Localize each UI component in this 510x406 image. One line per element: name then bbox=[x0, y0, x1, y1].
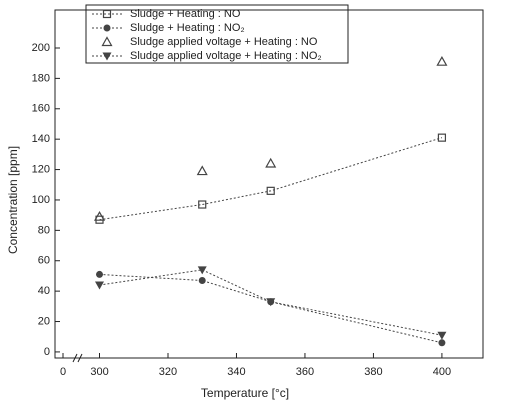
y-axis-label: Concentration [ppm] bbox=[6, 146, 20, 254]
marker bbox=[93, 210, 106, 221]
legend-label: Sludge applied voltage + Heating : NO bbox=[130, 36, 318, 48]
marker bbox=[96, 270, 104, 278]
legend-marker bbox=[101, 36, 113, 47]
marker bbox=[265, 157, 277, 168]
y-tick-label: 160 bbox=[32, 103, 50, 115]
x-axis-label: Temperature [°c] bbox=[201, 386, 289, 400]
y-tick-label: 40 bbox=[38, 285, 50, 297]
x-tick-label: 320 bbox=[159, 366, 177, 378]
y-tick-label: 140 bbox=[32, 133, 50, 145]
x-tick-label: 340 bbox=[227, 366, 245, 378]
marker bbox=[436, 55, 448, 66]
y-tick-label: 0 bbox=[44, 346, 50, 358]
y-tick-label: 60 bbox=[38, 255, 50, 267]
y-tick-label: 100 bbox=[32, 194, 50, 206]
series-line bbox=[99, 269, 443, 336]
legend-label: Sludge + Heating : NO bbox=[130, 8, 241, 20]
marker bbox=[196, 165, 208, 176]
axis-break bbox=[72, 353, 83, 363]
legend-box bbox=[85, 4, 349, 64]
legend-label: Sludge + Heating : NO₂ bbox=[130, 22, 245, 34]
y-tick-label: 120 bbox=[32, 163, 50, 175]
marker bbox=[266, 186, 275, 195]
marker bbox=[197, 266, 207, 275]
series-line bbox=[99, 137, 443, 221]
y-tick-label: 20 bbox=[38, 315, 50, 327]
legend-marker bbox=[103, 24, 111, 32]
series-line bbox=[99, 273, 443, 344]
plot-frame bbox=[54, 9, 484, 359]
x-tick-label: 0 bbox=[60, 366, 66, 378]
y-tick-label: 80 bbox=[38, 224, 50, 236]
marker bbox=[266, 298, 276, 307]
marker bbox=[95, 281, 105, 290]
marker bbox=[438, 339, 446, 347]
x-tick-label: 360 bbox=[296, 366, 314, 378]
marker bbox=[198, 276, 206, 284]
y-tick-label: 200 bbox=[32, 42, 50, 54]
marker bbox=[437, 331, 447, 340]
y-tick-label: 180 bbox=[32, 72, 50, 84]
legend-label: Sludge applied voltage + Heating : NO₂ bbox=[130, 50, 322, 62]
x-tick-label: 300 bbox=[90, 366, 108, 378]
legend-marker bbox=[102, 52, 112, 61]
marker bbox=[437, 133, 447, 142]
legend-marker bbox=[102, 9, 112, 19]
x-tick-label: 400 bbox=[433, 366, 451, 378]
x-tick-label: 380 bbox=[364, 366, 382, 378]
marker bbox=[198, 200, 207, 209]
